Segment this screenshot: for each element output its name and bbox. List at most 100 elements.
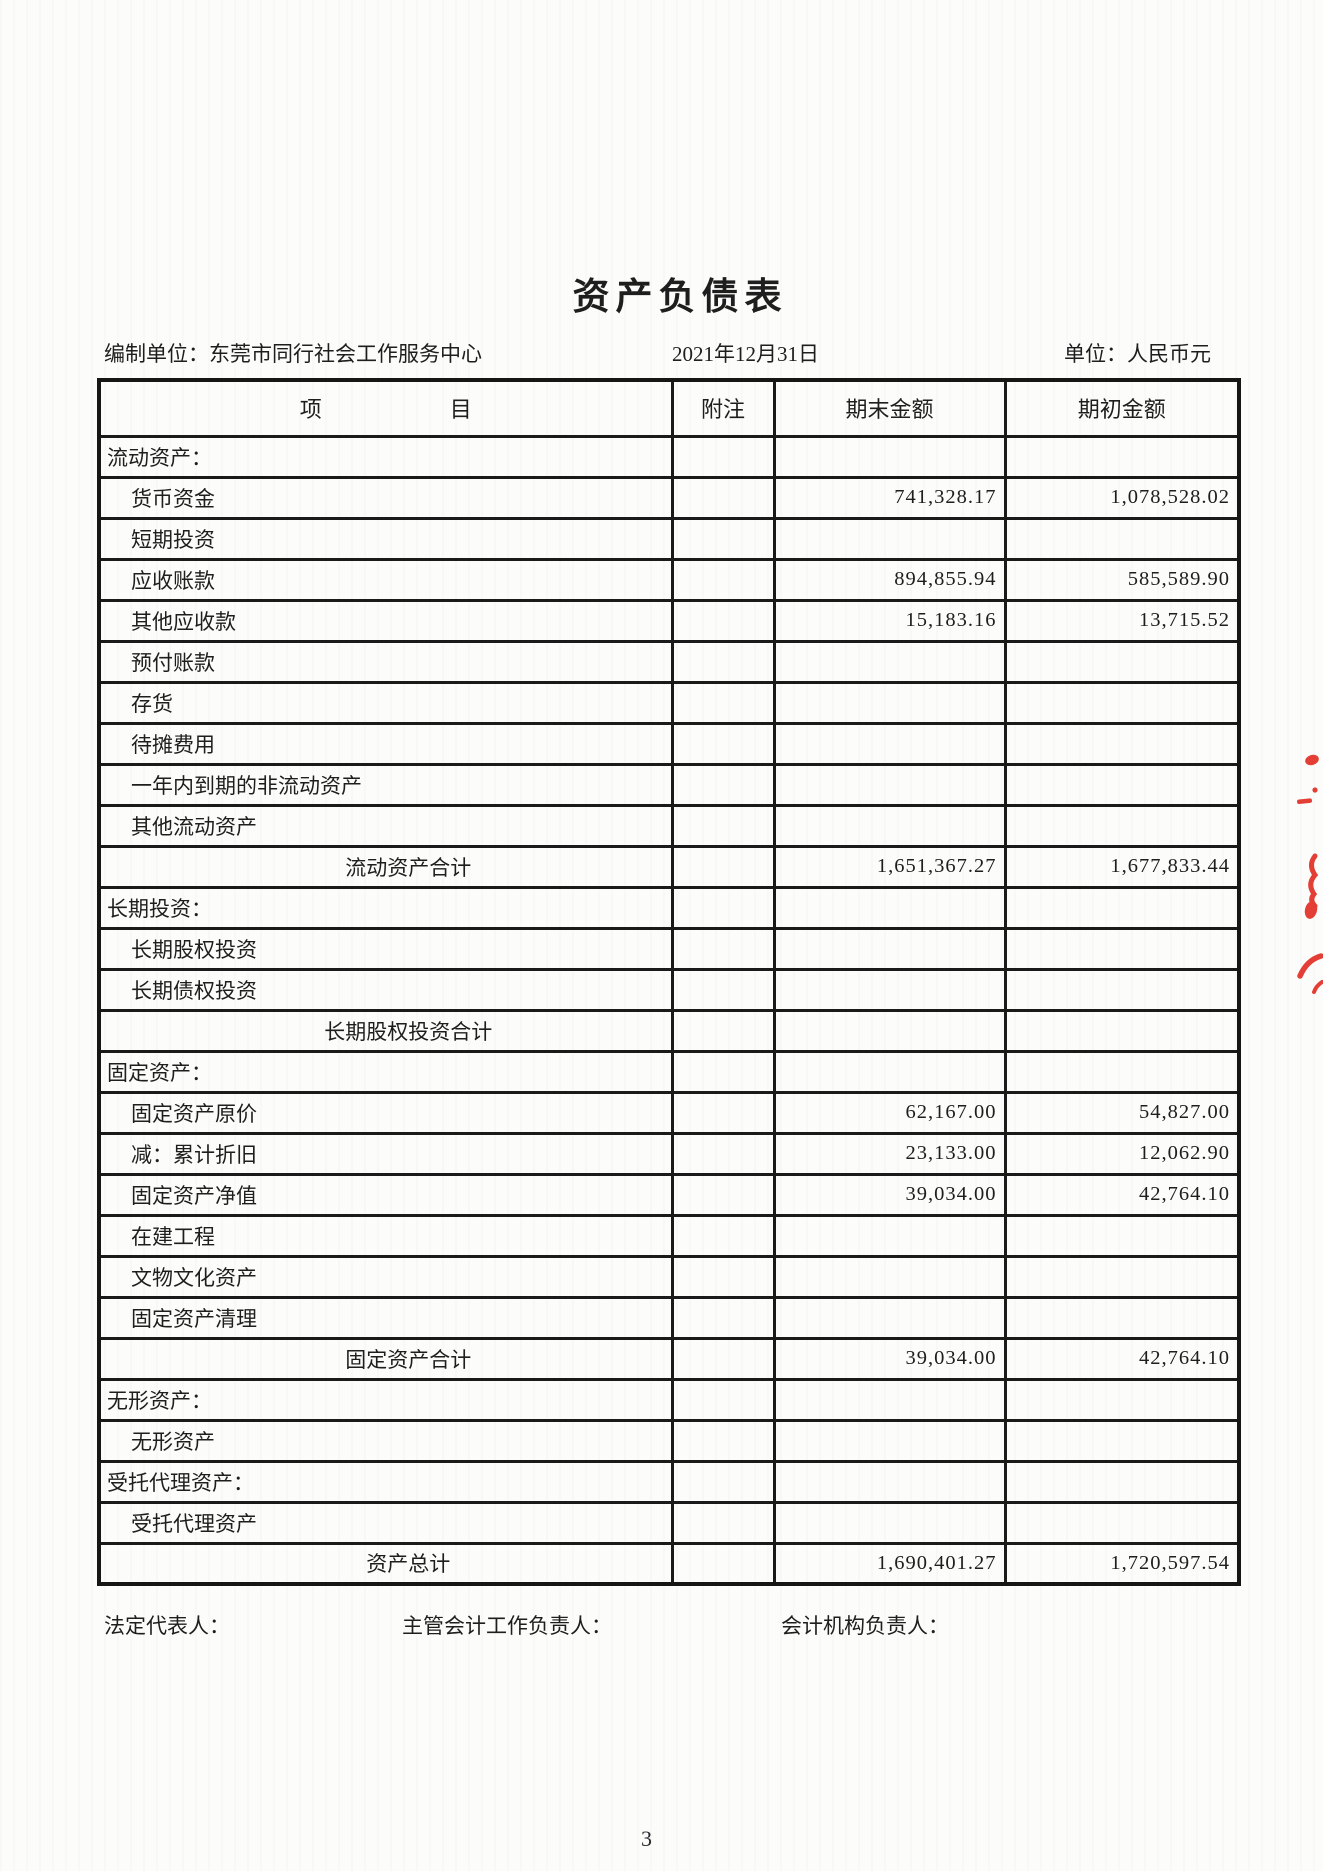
- item-cell: 预付账款: [97, 639, 674, 684]
- item-cell: 一年内到期的非流动资产: [97, 762, 674, 807]
- note-cell: [670, 1459, 776, 1504]
- note-cell: [670, 803, 776, 848]
- note-cell: [670, 762, 776, 807]
- report-date: 2021年12月31日: [672, 342, 819, 366]
- ending-amount-cell: [772, 885, 1007, 930]
- note-cell: [670, 475, 776, 520]
- note-cell: [670, 926, 776, 971]
- ending-amount-cell: 23,133.00: [772, 1131, 1007, 1176]
- item-cell: 长期债权投资: [97, 967, 674, 1012]
- table-header-row: 项目 附注 期末金额 期初金额: [97, 378, 1241, 438]
- table-row: 固定资产：: [97, 1049, 1241, 1094]
- ending-amount-cell: [772, 1008, 1007, 1053]
- beginning-amount-cell: [1003, 967, 1241, 1012]
- beginning-amount-cell: [1003, 803, 1241, 848]
- beginning-amount-cell: 54,827.00: [1003, 1090, 1241, 1135]
- balance-sheet-table: 项目 附注 期末金额 期初金额 流动资产： 货币资金 741,328.17 1,078…: [97, 378, 1241, 1586]
- table-row: 文物文化资产: [97, 1254, 1241, 1299]
- note-cell: [670, 434, 776, 479]
- beginning-amount-cell: 13,715.52: [1003, 598, 1241, 643]
- ending-amount-cell: 1,690,401.27: [772, 1541, 1007, 1586]
- accounting-head-label: 会计机构负责人：: [781, 1614, 949, 1638]
- table-row: 一年内到期的非流动资产: [97, 762, 1241, 807]
- note-cell: [670, 1541, 776, 1586]
- beginning-amount-cell: [1003, 639, 1241, 684]
- prepared-by: 编制单位：东莞市同行社会工作服务中心: [104, 338, 482, 368]
- column-header-note: 附注: [670, 378, 776, 438]
- table-row: 受托代理资产: [97, 1500, 1241, 1545]
- beginning-amount-cell: [1003, 516, 1241, 561]
- table-row: 资产总计 1,690,401.27 1,720,597.54: [97, 1541, 1241, 1586]
- ending-amount-cell: [772, 1213, 1007, 1258]
- ending-amount-cell: [772, 1295, 1007, 1340]
- note-cell: [670, 680, 776, 725]
- table-row: 减：累计折旧 23,133.00 12,062.90: [97, 1131, 1241, 1176]
- beginning-amount-cell: [1003, 762, 1241, 807]
- beginning-amount-cell: 42,764.10: [1003, 1336, 1241, 1381]
- beginning-amount-cell: [1003, 1254, 1241, 1299]
- note-cell: [670, 557, 776, 602]
- beginning-amount-cell: 1,720,597.54: [1003, 1541, 1241, 1586]
- beginning-amount-cell: [1003, 1459, 1241, 1504]
- item-cell: 无形资产: [97, 1418, 674, 1463]
- item-cell: 受托代理资产：: [97, 1459, 674, 1504]
- item-cell: 在建工程: [97, 1213, 674, 1258]
- item-cell: 其他流动资产: [97, 803, 674, 848]
- table-row: 预付账款: [97, 639, 1241, 684]
- beginning-amount-cell: [1003, 1213, 1241, 1258]
- legal-representative-label: 法定代表人：: [104, 1614, 230, 1638]
- item-cell: 无形资产：: [97, 1377, 674, 1422]
- beginning-amount-cell: [1003, 680, 1241, 725]
- note-cell: [670, 639, 776, 684]
- prepared-by-value: 东莞市同行社会工作服务中心: [209, 342, 482, 366]
- ending-amount-cell: [772, 639, 1007, 684]
- table-row: 待摊费用: [97, 721, 1241, 766]
- red-seal-fragment: [1297, 754, 1323, 994]
- table-row: 在建工程: [97, 1213, 1241, 1258]
- ending-amount-cell: 741,328.17: [772, 475, 1007, 520]
- item-cell: 固定资产净值: [97, 1172, 674, 1217]
- item-cell: 固定资产清理: [97, 1295, 674, 1340]
- beginning-amount-cell: 585,589.90: [1003, 557, 1241, 602]
- currency-unit-label: 单位：: [1064, 342, 1127, 366]
- item-cell: 流动资产：: [97, 434, 674, 479]
- beginning-amount-cell: 1,078,528.02: [1003, 475, 1241, 520]
- note-cell: [670, 1090, 776, 1135]
- note-cell: [670, 516, 776, 561]
- table-row: 固定资产净值 39,034.00 42,764.10: [97, 1172, 1241, 1217]
- note-cell: [670, 1295, 776, 1340]
- item-cell: 固定资产：: [97, 1049, 674, 1094]
- table-row: 货币资金 741,328.17 1,078,528.02: [97, 475, 1241, 520]
- ending-amount-cell: 39,034.00: [772, 1172, 1007, 1217]
- beginning-amount-cell: [1003, 1418, 1241, 1463]
- item-cell: 短期投资: [97, 516, 674, 561]
- note-cell: [670, 1336, 776, 1381]
- item-cell: 受托代理资产: [97, 1500, 674, 1545]
- ending-amount-cell: 39,034.00: [772, 1336, 1007, 1381]
- ending-amount-cell: [772, 680, 1007, 725]
- table-row: 其他流动资产: [97, 803, 1241, 848]
- ending-amount-cell: [772, 1049, 1007, 1094]
- ending-amount-cell: [772, 1500, 1007, 1545]
- table-row: 其他应收款 15,183.16 13,715.52: [97, 598, 1241, 643]
- page-title: 资产负债表: [572, 277, 788, 318]
- note-cell: [670, 1418, 776, 1463]
- beginning-amount-cell: [1003, 926, 1241, 971]
- note-cell: [670, 1131, 776, 1176]
- table-row: 固定资产清理: [97, 1295, 1241, 1340]
- table-row: 固定资产原价 62,167.00 54,827.00: [97, 1090, 1241, 1135]
- item-cell: 待摊费用: [97, 721, 674, 766]
- item-cell: 资产总计: [97, 1541, 674, 1586]
- note-cell: [670, 1172, 776, 1217]
- item-cell: 固定资产原价: [97, 1090, 674, 1135]
- table-row: 长期股权投资: [97, 926, 1241, 971]
- ending-amount-cell: 1,651,367.27: [772, 844, 1007, 889]
- note-cell: [670, 885, 776, 930]
- table-row: 无形资产：: [97, 1377, 1241, 1422]
- currency-unit-value: 人民币元: [1127, 342, 1211, 366]
- table-row: 流动资产：: [97, 434, 1241, 479]
- note-cell: [670, 1254, 776, 1299]
- beginning-amount-cell: [1003, 1295, 1241, 1340]
- item-cell: 固定资产合计: [97, 1336, 674, 1381]
